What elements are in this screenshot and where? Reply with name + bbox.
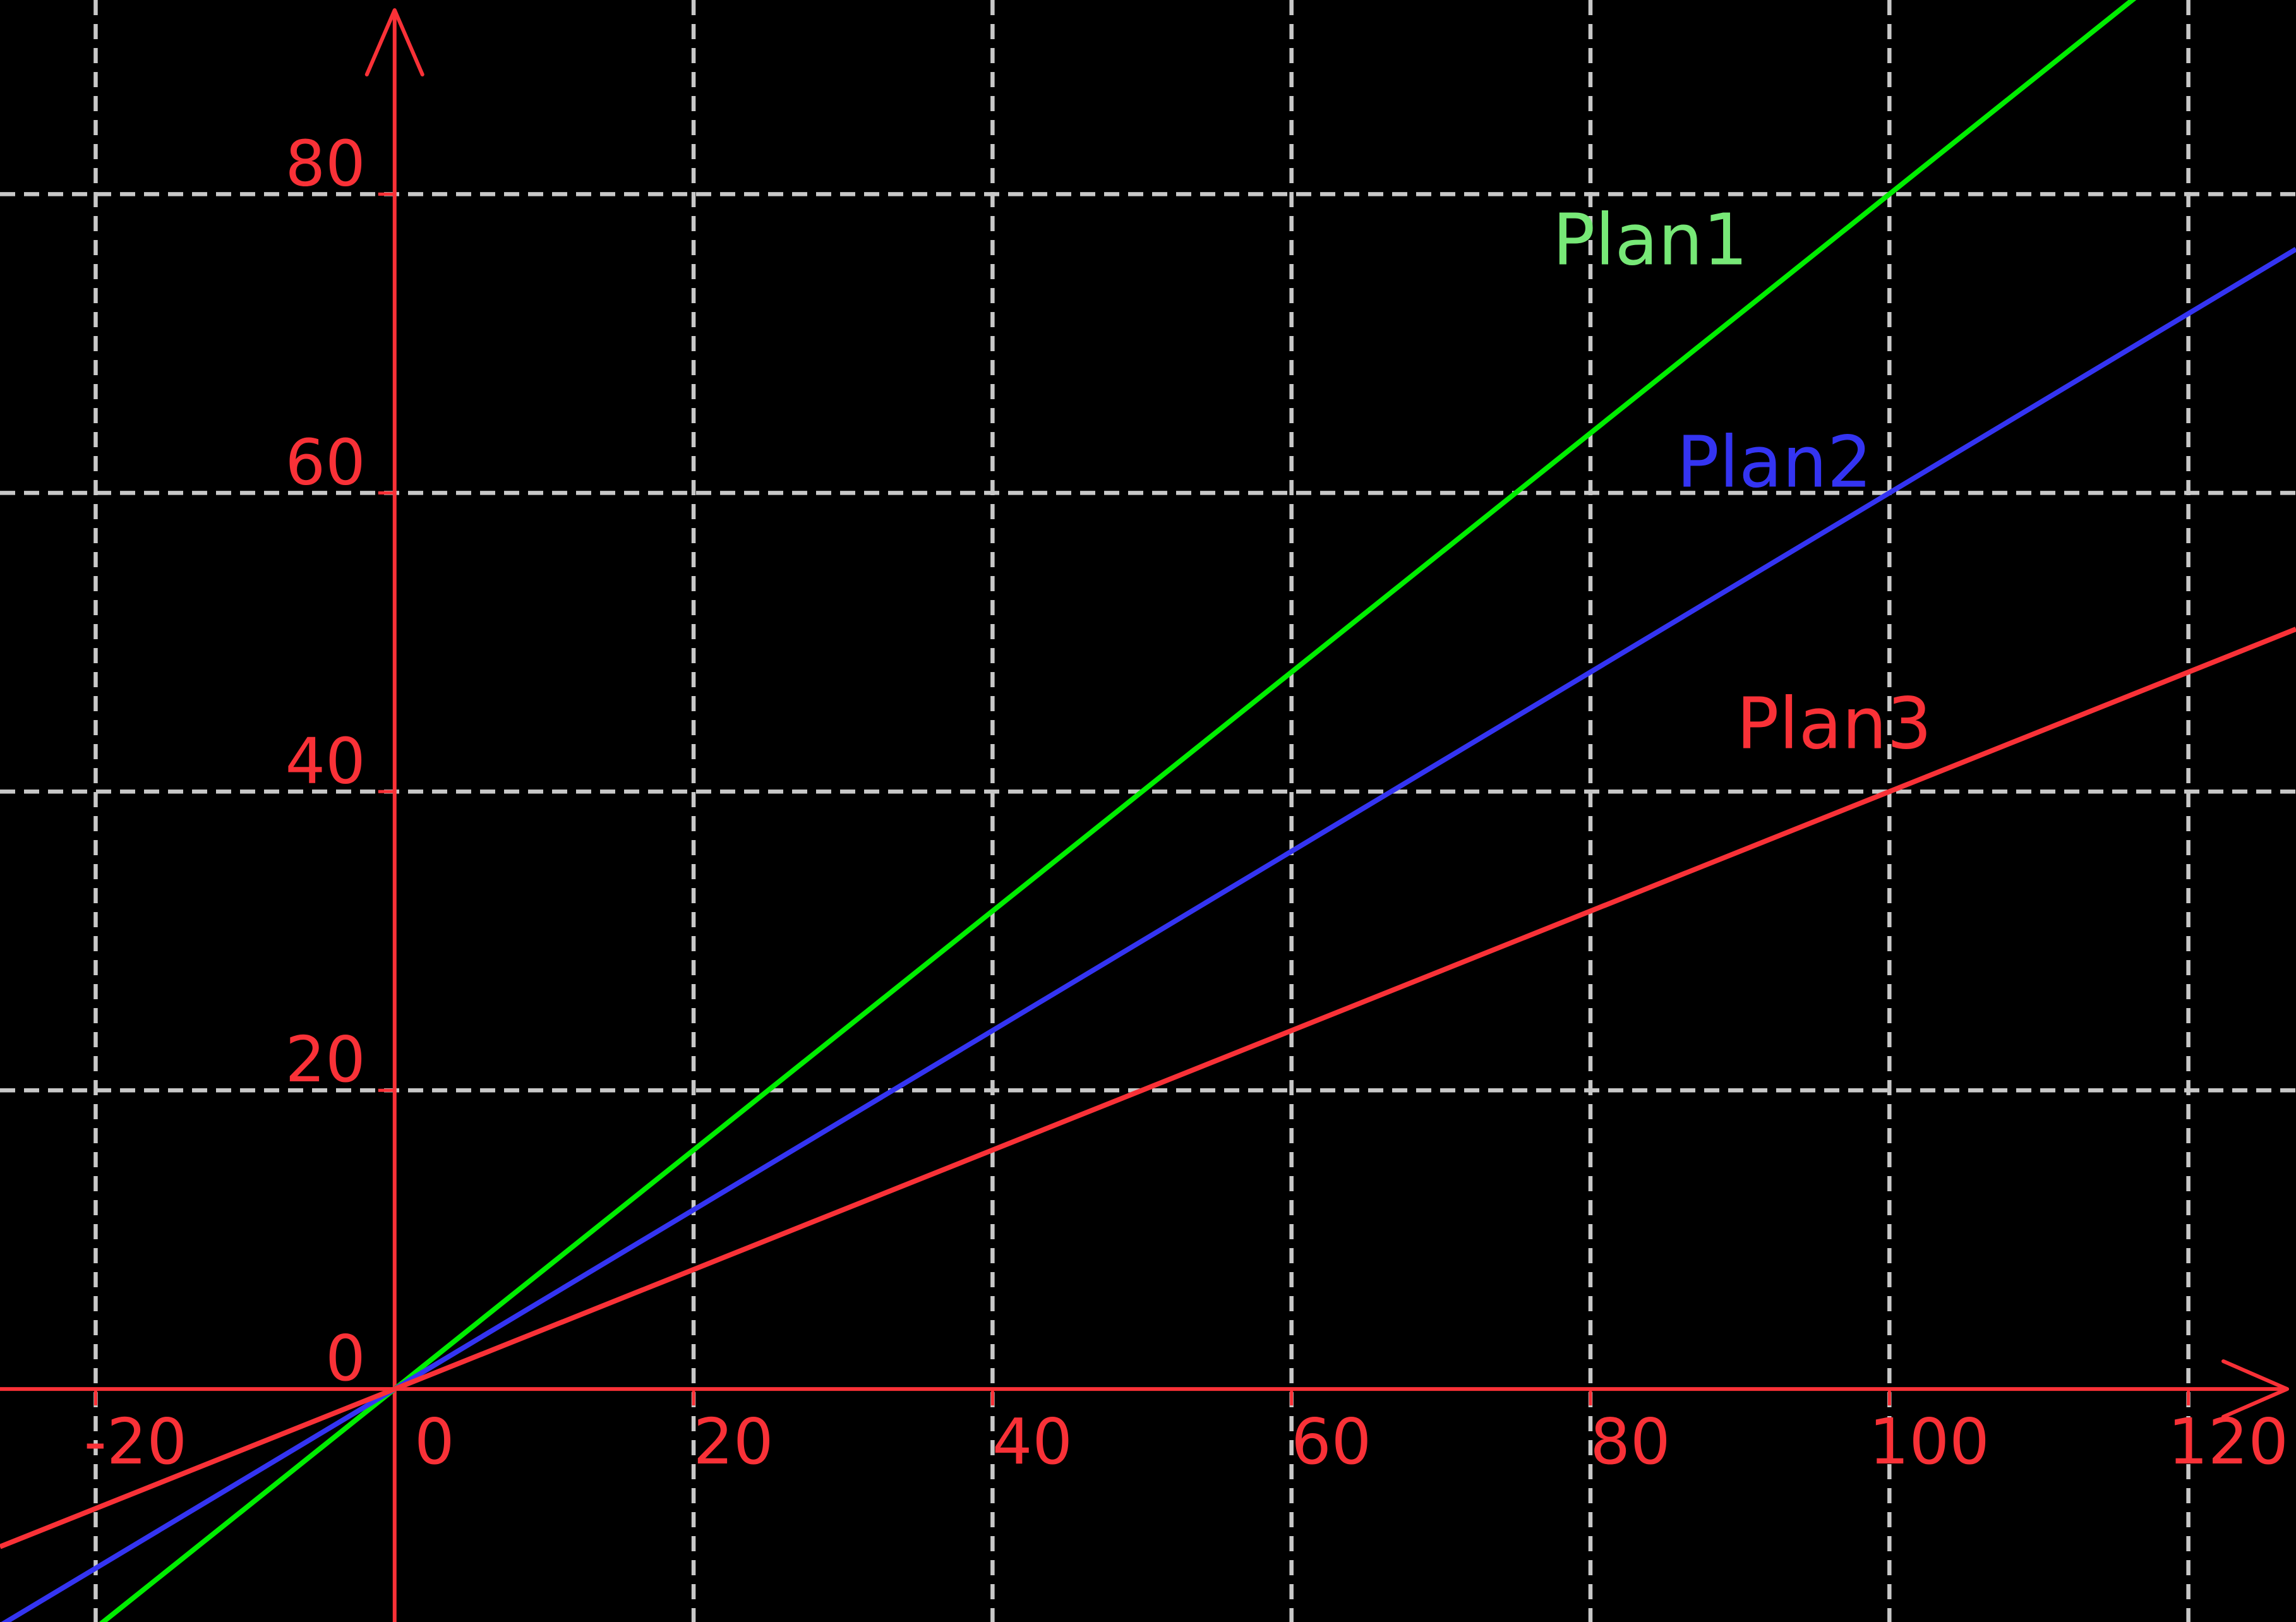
y-axis-tick-label-0: 0 bbox=[325, 1321, 366, 1395]
y-axis-tick-label-80: 80 bbox=[285, 126, 366, 200]
x-axis-tick-label-20: 20 bbox=[693, 1405, 773, 1479]
y-axis-tick-label-60: 60 bbox=[285, 425, 366, 499]
x-axis-tick-label-60: 60 bbox=[1291, 1405, 1371, 1479]
y-axis-arrowhead-icon bbox=[364, 8, 424, 76]
plan2-label: Plan2 bbox=[1676, 422, 1872, 504]
x-axis-tick-label-120: 120 bbox=[2168, 1405, 2288, 1479]
x-axis-tick-label-100: 100 bbox=[1869, 1405, 1990, 1479]
y-axis-tick-label-20: 20 bbox=[285, 1023, 366, 1096]
x-axis-tick-label--20: -20 bbox=[84, 1405, 187, 1479]
x-axis-arrowhead-icon bbox=[2221, 1359, 2289, 1419]
x-axis-tick-label-0: 0 bbox=[414, 1405, 455, 1479]
plan1-label: Plan1 bbox=[1553, 199, 1748, 281]
x-axis-tick-label-40: 40 bbox=[992, 1405, 1073, 1479]
y-axis-tick-label-40: 40 bbox=[285, 724, 366, 798]
plan3-line bbox=[0, 627, 2296, 1549]
plan3-label: Plan3 bbox=[1736, 683, 1932, 765]
x-axis-tick-label-80: 80 bbox=[1590, 1405, 1670, 1479]
